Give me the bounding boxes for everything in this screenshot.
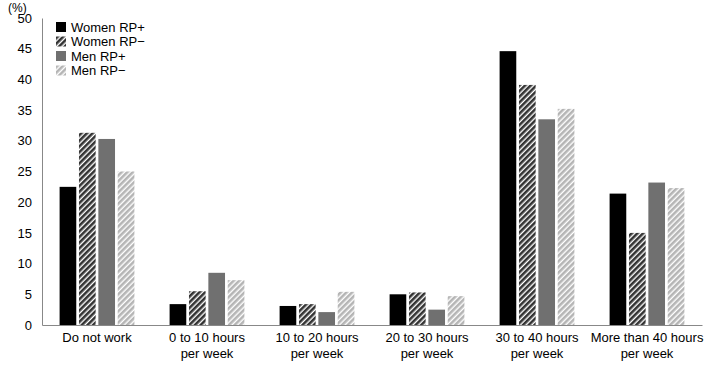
y-tick-label: 40 [18, 72, 32, 87]
legend-swatch [56, 66, 66, 76]
legend-label: Men RP− [71, 63, 126, 78]
bar [648, 183, 665, 325]
x-tick: Do not work [62, 325, 132, 345]
plot: 05101520253035404550Do not work0 to 10 h… [18, 11, 704, 361]
bar-series [79, 85, 646, 325]
bar [170, 304, 187, 325]
y-tick: 30 [18, 133, 42, 148]
bar [318, 312, 335, 325]
y-axis-line [42, 19, 43, 326]
y-tick: 40 [18, 72, 42, 87]
x-tick-label: 20 to 30 hoursper week [385, 330, 469, 361]
x-axis: Do not work 0 to 10 hoursper week 10 to 20… [43, 325, 704, 361]
bar [208, 273, 225, 325]
bar [228, 280, 245, 325]
legend-swatch [56, 22, 66, 32]
x-tick: 10 to 20 hoursper week [275, 325, 359, 361]
bar [280, 306, 297, 325]
chart: 05101520253035404550Do not work0 to 10 h… [0, 0, 708, 375]
y-tick: 15 [18, 226, 42, 241]
bar [629, 233, 646, 325]
bar [558, 109, 575, 325]
bar [610, 194, 627, 325]
bar [409, 292, 426, 325]
x-tick: More than 40 hoursper week [591, 325, 704, 361]
x-tick: 0 to 10 hoursper week [169, 325, 245, 361]
y-tick-label: 45 [18, 41, 32, 56]
y-tick-label: 20 [18, 195, 32, 210]
bar-series [118, 109, 685, 325]
y-axis-title: (%) [8, 1, 27, 15]
x-tick-label: 30 to 40 hoursper week [495, 330, 579, 361]
legend-label: Men RP+ [71, 49, 126, 64]
bar [98, 139, 115, 325]
x-tick-label: 0 to 10 hoursper week [169, 330, 245, 361]
bar [79, 133, 96, 325]
x-tick-label: Do not work [62, 330, 132, 345]
legend: Women RP+Women RP−Men RP+Men RP− [56, 20, 145, 79]
x-tick: 20 to 30 hoursper week [385, 325, 469, 361]
bar [118, 172, 135, 326]
legend-item: Women RP− [56, 34, 145, 49]
y-tick-label: 5 [25, 287, 32, 302]
bars [60, 51, 685, 325]
legend-label: Women RP− [71, 34, 145, 49]
legend-label: Women RP+ [71, 20, 145, 35]
x-tick: 30 to 40 hoursper week [495, 325, 579, 361]
bar [538, 119, 555, 325]
y-tick-label: 0 [25, 318, 32, 333]
bar [448, 296, 465, 325]
y-tick: 25 [18, 164, 42, 179]
y-tick: 45 [18, 41, 42, 56]
x-axis-line [43, 325, 703, 326]
bar [668, 188, 685, 325]
x-tick-label: More than 40 hoursper week [591, 330, 704, 361]
y-tick: 5 [25, 287, 42, 302]
y-tick: 10 [18, 256, 42, 271]
bar-series [60, 51, 627, 325]
y-tick: 0 [25, 318, 42, 333]
y-tick-label: 35 [18, 103, 32, 118]
bar [60, 187, 77, 325]
y-tick-label: 30 [18, 133, 32, 148]
bar [299, 304, 316, 325]
y-axis: 05101520253035404550 [18, 11, 43, 333]
legend-item: Men RP− [56, 63, 126, 78]
legend-item: Women RP+ [56, 20, 145, 35]
bar-series [98, 119, 665, 325]
x-tick-label: 10 to 20 hoursper week [275, 330, 359, 361]
bar [519, 85, 536, 325]
bar [338, 292, 355, 325]
legend-swatch [56, 37, 66, 47]
y-tick-label: 10 [18, 256, 32, 271]
legend-swatch [56, 51, 66, 61]
y-tick: 20 [18, 195, 42, 210]
legend-item: Men RP+ [56, 49, 126, 64]
y-tick-label: 15 [18, 226, 32, 241]
bar [428, 310, 445, 325]
bar [189, 291, 206, 325]
bar [500, 51, 517, 325]
bar [390, 294, 407, 325]
y-tick-label: 25 [18, 164, 32, 179]
y-tick: 35 [18, 103, 42, 118]
